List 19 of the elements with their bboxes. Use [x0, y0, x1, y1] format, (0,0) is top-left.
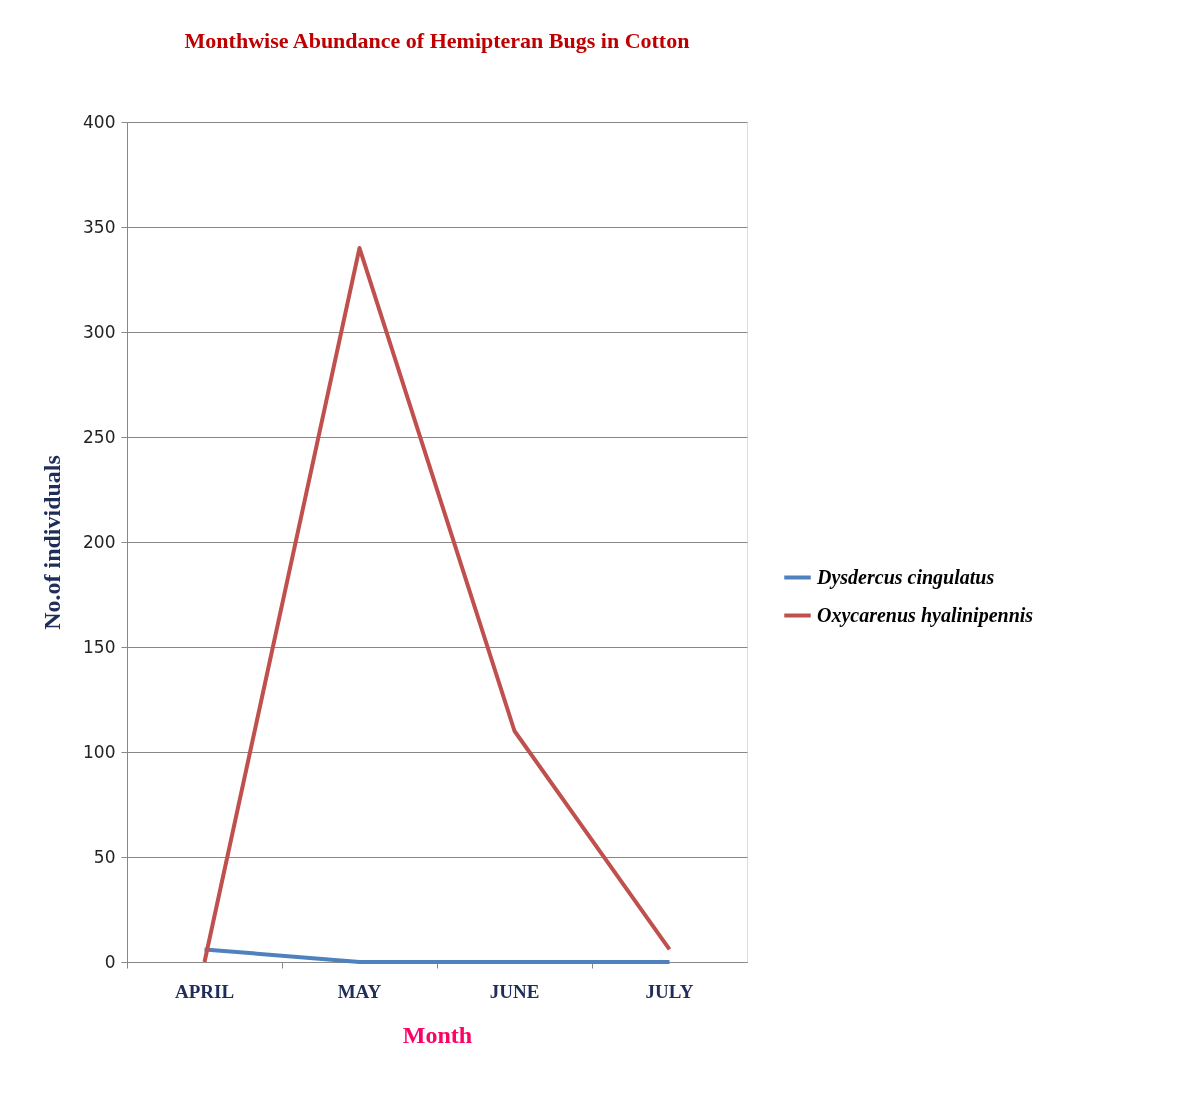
legend-label: Dysdercus cingulatus [816, 565, 995, 589]
y-tick-label: 250 [83, 426, 116, 447]
x-tick-label: JUNE [489, 980, 540, 1002]
y-tick-label: 200 [83, 531, 116, 552]
x-tick-label: MAY [337, 980, 382, 1002]
line-series [202, 246, 672, 964]
x-tick-label: JULY [645, 980, 694, 1002]
y-tick-label: 300 [83, 321, 116, 342]
legend-label: Oxycarenus hyalinipennis [817, 603, 1034, 627]
y-tick-label: 50 [93, 846, 116, 867]
chart-title: Monthwise Abundance of Hemipteran Bugs in Cotton [184, 28, 690, 53]
y-tick-label: 100 [83, 741, 116, 762]
y-tick-label: 0 [104, 951, 116, 972]
y-tick-label: 150 [83, 636, 116, 657]
x-tick-label: APRIL [174, 980, 235, 1002]
y-axis-title: No.of individuals [39, 455, 66, 630]
x-axis-title: Month [402, 1021, 473, 1048]
y-tick-label: 400 [83, 111, 116, 132]
y-tick-label: 350 [83, 216, 116, 237]
